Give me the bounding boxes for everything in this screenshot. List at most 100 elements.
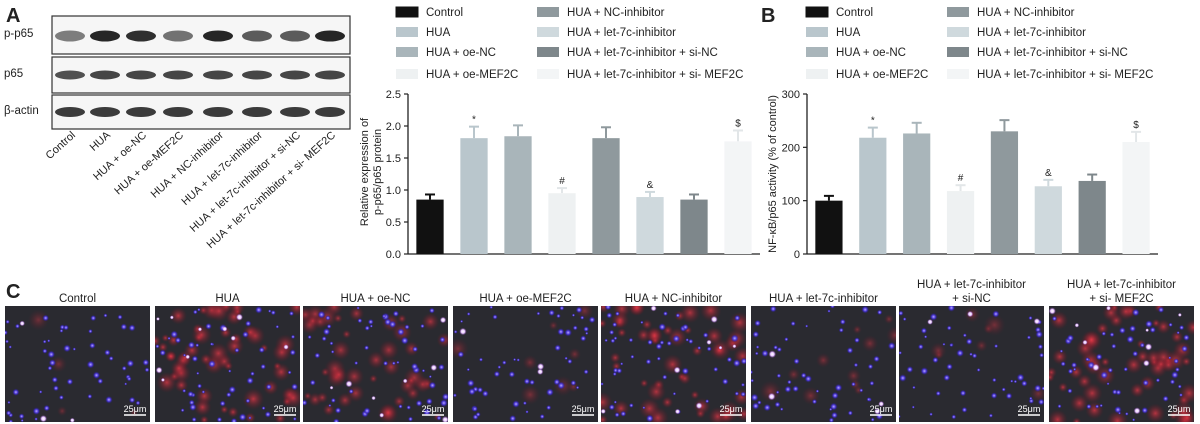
nucleus bbox=[584, 331, 589, 336]
bright-cell bbox=[768, 350, 777, 358]
nucleus bbox=[1126, 335, 1135, 344]
blot-band bbox=[126, 70, 156, 80]
nucleus bbox=[330, 349, 335, 354]
nucleus bbox=[949, 343, 954, 347]
nucleus bbox=[155, 344, 160, 349]
nucleus bbox=[1099, 403, 1104, 408]
red-signal bbox=[728, 311, 746, 334]
blot-band bbox=[126, 107, 156, 117]
nucleus bbox=[38, 390, 43, 394]
image-title: HUA + let-7c-inhibitor bbox=[1067, 279, 1176, 291]
nucleus bbox=[332, 418, 340, 422]
nucleus bbox=[876, 309, 883, 316]
nucleus bbox=[42, 314, 50, 322]
red-signal bbox=[638, 397, 661, 420]
red-signal bbox=[601, 318, 607, 329]
bright-cell bbox=[439, 316, 447, 324]
scale-bar-label: 25μm bbox=[720, 404, 743, 414]
bright-cell bbox=[235, 313, 243, 321]
nucleus bbox=[1059, 349, 1064, 354]
scale-bar-label: 25μm bbox=[870, 404, 893, 414]
nucleus bbox=[441, 392, 448, 401]
y-tick-label: 100 bbox=[782, 196, 800, 208]
nucleus bbox=[261, 406, 266, 411]
red-signal bbox=[191, 324, 212, 346]
nucleus bbox=[117, 314, 123, 320]
legend-chart-a: Control HUA HUA + oe-NC HUA + oe-MEF2C HUA +… bbox=[395, 6, 743, 81]
y-tick-label: 2.0 bbox=[386, 121, 401, 133]
nucleus bbox=[412, 346, 419, 353]
red-signal bbox=[242, 388, 265, 410]
nucleus bbox=[238, 412, 247, 422]
nucleus bbox=[779, 407, 784, 412]
nucleus bbox=[195, 343, 200, 348]
blot-lane-label: HUA + let-7c-inhibitor + si- MEF2C bbox=[205, 129, 338, 251]
nucleus bbox=[182, 388, 187, 393]
nucleus bbox=[661, 374, 668, 380]
nucleus bbox=[740, 382, 746, 387]
red-signal bbox=[1155, 319, 1171, 335]
bright-cell bbox=[874, 408, 881, 415]
nucleus bbox=[774, 401, 781, 408]
red-signal bbox=[852, 325, 862, 335]
nucleus bbox=[475, 411, 481, 418]
nucleus bbox=[793, 357, 800, 365]
red-signal bbox=[690, 390, 700, 400]
bright-cell bbox=[39, 415, 48, 422]
significance-label: & bbox=[1045, 168, 1052, 179]
nucleus bbox=[197, 307, 201, 312]
bright-cell bbox=[1092, 363, 1100, 372]
nucleus bbox=[784, 385, 792, 393]
significance-label: $ bbox=[735, 118, 741, 129]
nucleus bbox=[946, 325, 952, 331]
red-signal bbox=[646, 382, 666, 402]
nucleus bbox=[776, 373, 782, 379]
nucleus bbox=[1067, 388, 1073, 394]
red-signal bbox=[712, 344, 726, 357]
nucleus bbox=[207, 359, 217, 369]
nucleus bbox=[702, 332, 709, 339]
micrograph: 25μm bbox=[5, 306, 150, 422]
bright-cell bbox=[710, 315, 718, 323]
nucleus bbox=[786, 379, 792, 385]
nucleus bbox=[579, 335, 587, 342]
bright-cell bbox=[674, 408, 681, 415]
nucleus bbox=[873, 355, 881, 363]
y-tick-label: 200 bbox=[782, 142, 800, 154]
red-signal bbox=[348, 306, 365, 322]
nucleus bbox=[270, 309, 277, 316]
bright-cell bbox=[69, 417, 75, 422]
nucleus bbox=[911, 405, 915, 409]
y-tick-label: 300 bbox=[782, 89, 800, 101]
red-signal bbox=[225, 308, 243, 326]
nucleus bbox=[1141, 406, 1149, 414]
nucleus bbox=[321, 335, 327, 342]
nucleus bbox=[645, 358, 652, 365]
nucleus bbox=[838, 327, 844, 333]
blot-band bbox=[280, 70, 310, 80]
nucleus bbox=[620, 362, 624, 366]
nucleus bbox=[827, 309, 831, 313]
nucleus bbox=[828, 417, 835, 422]
scale-bar-label: 25μm bbox=[572, 404, 595, 414]
nucleus bbox=[784, 336, 789, 342]
nucleus bbox=[1041, 386, 1044, 391]
red-signal bbox=[1081, 382, 1103, 404]
nucleus bbox=[288, 310, 295, 317]
nucleus bbox=[899, 414, 901, 419]
legend-swatch bbox=[396, 69, 418, 79]
nucleus bbox=[292, 416, 297, 421]
nucleus bbox=[5, 329, 9, 336]
nucleus bbox=[658, 322, 667, 332]
red-signal bbox=[397, 314, 407, 324]
nucleus bbox=[867, 363, 874, 370]
scale-bar-label: 25μm bbox=[1018, 404, 1041, 414]
nucleus bbox=[124, 382, 128, 386]
bright-cell bbox=[1133, 407, 1141, 415]
nucleus bbox=[564, 356, 568, 361]
nucleus bbox=[815, 389, 820, 393]
bright-cell bbox=[185, 354, 191, 360]
blot-band bbox=[126, 30, 156, 42]
bright-cell bbox=[878, 401, 885, 407]
bright-cell bbox=[371, 395, 376, 401]
